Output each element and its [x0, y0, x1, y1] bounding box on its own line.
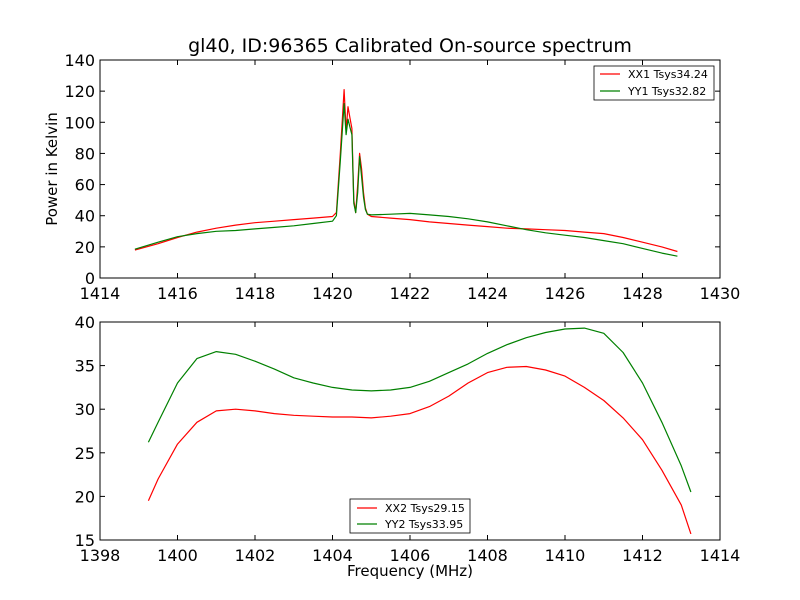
top-y-tick-label: 80 — [75, 144, 95, 163]
top-x-tick-label: 1414 — [80, 284, 121, 303]
legend-label-xx2: XX2 Tsys29.15 — [385, 502, 465, 515]
top-x-tick-label: 1418 — [235, 284, 276, 303]
legend-label-yy1: YY1 Tsys32.82 — [627, 85, 706, 98]
bottom-legend: XX2 Tsys29.15 YY2 Tsys33.95 — [349, 498, 471, 534]
bottom-series-line-xx2 — [147, 365, 692, 535]
bottom-x-tick-label: 1412 — [622, 546, 663, 565]
bottom-x-tick-label: 1404 — [312, 546, 353, 565]
bottom-x-tick-label: 1414 — [700, 546, 741, 565]
legend-label-xx1: XX1 Tsys34.24 — [628, 68, 708, 81]
top-y-tick-label: 0 — [85, 269, 95, 288]
bottom-x-axis-label: Frequency (MHz) — [347, 562, 473, 580]
top-y-tick-label: 20 — [75, 238, 95, 257]
top-y-tick-label: 100 — [64, 113, 95, 132]
bottom-x-tick-label: 1400 — [157, 546, 198, 565]
bottom-y-tick-label: 40 — [75, 313, 95, 332]
top-y-axis-label: Power in Kelvin — [43, 112, 61, 226]
top-series-lines — [134, 88, 678, 257]
top-x-tick-label: 1430 — [700, 284, 741, 303]
top-series-line-yy1 — [134, 102, 678, 257]
top-x-tick-label: 1416 — [157, 284, 198, 303]
bottom-series-lines — [147, 327, 692, 535]
bottom-series-line-yy2 — [147, 327, 692, 493]
bottom-y-tick-label: 15 — [75, 531, 95, 550]
bottom-y-tick-label: 35 — [75, 357, 95, 376]
top-series-line-xx1 — [134, 88, 678, 253]
top-x-tick-label: 1426 — [545, 284, 586, 303]
top-y-tick-label: 60 — [75, 176, 95, 195]
top-y-tick-label: 120 — [64, 82, 95, 101]
legend-label-yy2: YY2 Tsys33.95 — [384, 518, 463, 531]
bottom-axis-ticks: 1398 1400 1402 1404 1406 1408 1410 1412 1414 15 20… — [75, 313, 741, 565]
bottom-y-tick-label: 20 — [75, 487, 95, 506]
top-chart-panel: 1414 1416 1418 1420 1422 1424 1426 1428 1430 0 20 4… — [43, 51, 740, 303]
top-y-tick-label: 40 — [75, 207, 95, 226]
top-x-tick-label: 1420 — [312, 284, 353, 303]
bottom-x-tick-label: 1398 — [80, 546, 121, 565]
top-y-tick-label: 140 — [64, 51, 95, 70]
bottom-x-tick-label: 1408 — [467, 546, 508, 565]
top-legend-box — [593, 65, 715, 101]
bottom-y-tick-label: 30 — [75, 400, 95, 419]
top-axis-ticks: 1414 1416 1418 1420 1422 1424 1426 1428 1430 0 20 4… — [64, 51, 740, 303]
bottom-y-tick-label: 25 — [75, 444, 95, 463]
bottom-x-tick-label: 1410 — [545, 546, 586, 565]
bottom-x-tick-label: 1402 — [235, 546, 276, 565]
top-legend: XX1 Tsys34.24 YY1 Tsys32.82 — [593, 65, 715, 101]
chart-title: gl40, ID:96365 Calibrated On-source spec… — [188, 35, 632, 57]
bottom-chart-panel: 1398 1400 1402 1404 1406 1408 1410 1412 1414 15 20… — [75, 313, 741, 580]
top-x-tick-label: 1422 — [390, 284, 431, 303]
bottom-x-tick-label: 1406 — [390, 546, 431, 565]
top-x-tick-label: 1424 — [467, 284, 508, 303]
bottom-legend-box — [349, 498, 471, 534]
top-x-tick-label: 1428 — [622, 284, 663, 303]
